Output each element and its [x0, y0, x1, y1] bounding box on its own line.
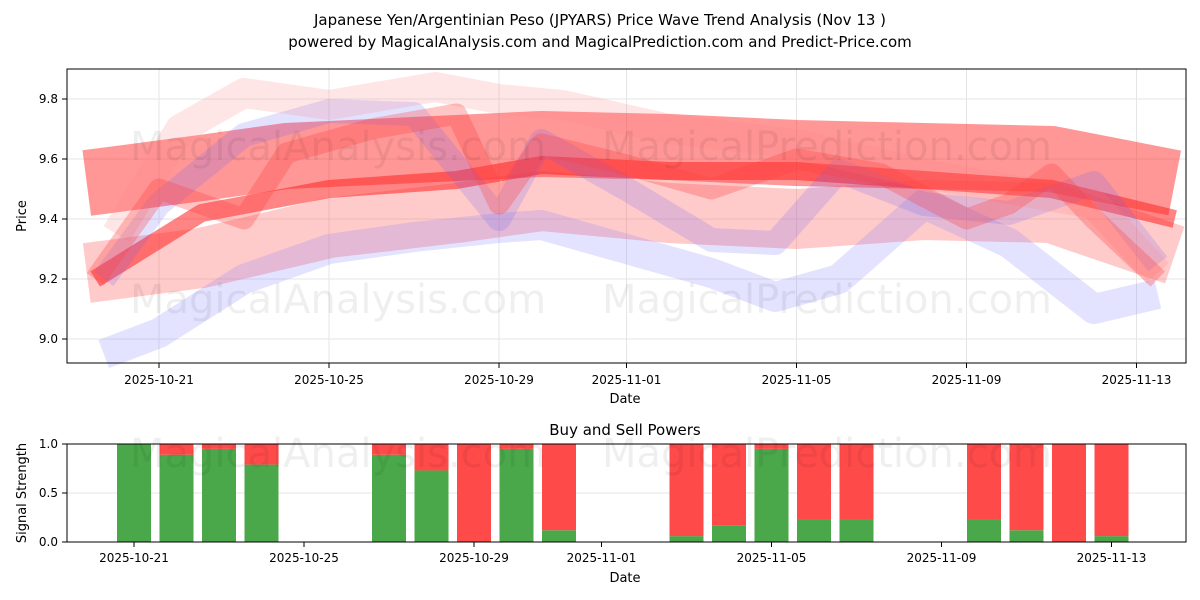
watermark-1: MagicalAnalysis.com [130, 124, 546, 170]
sell-bar [712, 444, 746, 526]
watermark-5: MagicalAnalysis.com [130, 431, 546, 477]
bar-xlabel: Date [609, 571, 640, 586]
bar-chart-title: Buy and Sell Powers [549, 421, 701, 439]
x-tick-label: 2025-10-29 [439, 551, 509, 565]
buy-bar [712, 525, 746, 542]
y-tick-label: 9.6 [39, 152, 58, 166]
buy-bar [754, 448, 789, 542]
sell-bar [1094, 444, 1129, 537]
x-tick-label: 2025-11-01 [592, 373, 662, 387]
buy-bar [499, 448, 534, 542]
chart-title-line1: Japanese Yen/Argentinian Peso (JPYARS) P… [313, 11, 886, 29]
x-tick-label: 2025-10-25 [294, 373, 364, 387]
wave-band-red-low [82, 171, 1185, 303]
watermark-2: MagicalPrediction.com [602, 124, 1052, 170]
buy-bar [839, 519, 874, 542]
watermark-6: MagicalPrediction.com [602, 431, 1052, 477]
sell-bar [1009, 444, 1044, 531]
x-tick-label: 2025-11-01 [567, 551, 637, 565]
buy-bar [159, 454, 194, 542]
y-tick-label: 9.4 [39, 212, 58, 226]
sell-bar [797, 444, 831, 520]
buy-bar [117, 444, 151, 542]
sell-bar [159, 444, 194, 455]
y-tick-label: 9.8 [39, 92, 58, 106]
buy-bar [1009, 530, 1044, 542]
buy-bar [414, 470, 449, 542]
bars [117, 444, 1129, 542]
x-tick-label: 2025-10-29 [464, 373, 534, 387]
wave-band-red-wave [86, 103, 1165, 287]
x-tick-label: 2025-11-09 [907, 551, 977, 565]
sell-bar [1052, 444, 1086, 542]
main-ylabel: Price [15, 200, 30, 232]
y-tick-label: 9.0 [39, 332, 58, 346]
sell-bar [202, 444, 236, 449]
x-tick-label: 2025-11-09 [932, 373, 1002, 387]
buy-bar [669, 536, 704, 542]
buy-bar [202, 448, 236, 542]
wave-band-blue-low [98, 189, 1162, 369]
bar-axes: 0.0 0.5 1.0 2025-10-21 2025-10-25 2025-10-29 2… [39, 437, 1146, 565]
y-tick-label: 0.5 [39, 486, 58, 500]
chart-title-line2: powered by MagicalAnalysis.com and Magic… [288, 33, 912, 51]
watermark-3: MagicalAnalysis.com [130, 277, 546, 323]
x-tick-label: 2025-11-05 [762, 373, 832, 387]
wave-line-red-mid [90, 156, 1177, 287]
sell-bar [669, 444, 704, 537]
sell-bar [372, 444, 406, 455]
y-tick-label: 0.0 [39, 535, 58, 549]
x-tick-label: 2025-10-25 [269, 551, 339, 565]
x-tick-label: 2025-10-21 [124, 373, 194, 387]
sell-bar [457, 444, 491, 542]
main-series [82, 72, 1185, 369]
buy-bar [244, 464, 279, 542]
bar-ylabel: Signal Strength [15, 443, 30, 543]
sell-bar [244, 444, 279, 465]
sell-bar [967, 444, 1001, 520]
y-tick-label: 9.2 [39, 272, 58, 286]
x-tick-label: 2025-11-13 [1077, 551, 1147, 565]
buy-bar [1094, 536, 1129, 542]
sell-bar [542, 444, 576, 531]
buy-bar [967, 519, 1001, 542]
watermark-4: MagicalPrediction.com [602, 277, 1052, 323]
x-tick-label: 2025-11-05 [737, 551, 807, 565]
sell-bar [414, 444, 449, 471]
sell-bar [499, 444, 534, 449]
wave-band-red-main [82, 111, 1182, 216]
y-tick-label: 1.0 [39, 437, 58, 451]
main-xlabel: Date [609, 392, 640, 407]
wave-band-blue-up [94, 99, 1168, 287]
buy-bar [542, 530, 576, 542]
x-tick-label: 2025-11-13 [1102, 373, 1172, 387]
main-axes: 9.0 9.2 9.4 9.6 9.8 2025-10-21 2025-10-25 2025-… [39, 92, 1171, 387]
buy-bar [797, 519, 831, 542]
x-tick-label: 2025-10-21 [99, 551, 169, 565]
buy-bar [372, 454, 406, 542]
sell-bar [754, 444, 789, 449]
wave-band-pink-up [103, 72, 1169, 284]
sell-bar [839, 444, 874, 520]
